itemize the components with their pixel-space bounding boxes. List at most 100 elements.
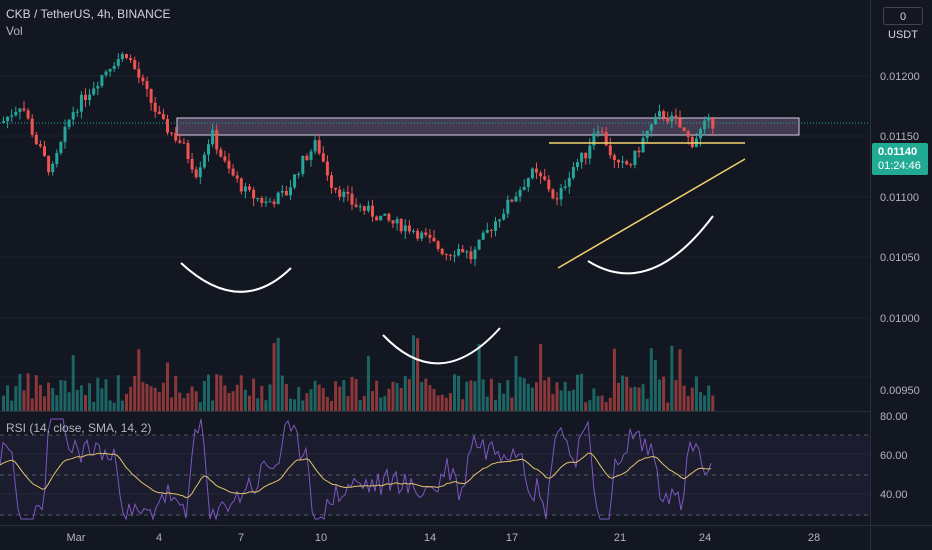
candle-body (243, 186, 247, 192)
candle-body (711, 117, 715, 129)
candle-body (194, 169, 198, 178)
price-tick: 0.00950 (880, 385, 920, 397)
volume-bar (481, 379, 485, 411)
volume-bar (494, 400, 497, 411)
candle-body (530, 168, 534, 179)
volume-bar (358, 400, 362, 411)
volume-bar (387, 388, 391, 411)
candle-body (51, 163, 55, 173)
candle-body (71, 112, 75, 120)
volume-bar (145, 383, 149, 411)
volume-bar (55, 395, 59, 411)
candle-body (617, 160, 620, 163)
volume-bar (38, 384, 42, 411)
volume-label[interactable]: Vol (6, 24, 23, 38)
volume-bar (608, 397, 612, 411)
volume-bar (157, 391, 161, 411)
volume-bar (166, 362, 169, 411)
volume-bar (280, 375, 284, 411)
volume-bar (260, 385, 264, 411)
volume-bar (674, 379, 678, 411)
volume-bar (457, 375, 461, 411)
volume-bar (420, 381, 424, 411)
volume-bar (325, 396, 329, 411)
currency-button[interactable]: 0 USDT (883, 7, 923, 41)
candle-body (547, 179, 551, 190)
volume-bar (190, 386, 194, 411)
volume-bar (178, 392, 182, 411)
volume-bar (707, 385, 711, 411)
volume-bar (440, 394, 444, 411)
time-tick: 28 (808, 532, 820, 544)
bar-countdown: 01:24:46 (878, 160, 921, 172)
volume-bar (469, 380, 473, 411)
candle-body (383, 213, 387, 216)
candle-body (239, 178, 243, 192)
grid-lines (0, 75, 870, 495)
volume-bar (371, 391, 374, 411)
volume-bar (88, 383, 92, 411)
candle-body (465, 251, 469, 253)
candle-body (658, 111, 661, 117)
candle-body (416, 230, 420, 239)
right-shoulder-curve (587, 215, 714, 275)
volume-bar (334, 381, 338, 411)
candle-body (366, 205, 370, 211)
candle-body (305, 155, 309, 161)
volume-bar (18, 373, 22, 411)
volume-bar (395, 383, 399, 411)
candle-body (567, 177, 571, 187)
left-shoulder-curve (180, 262, 292, 293)
volume-bar (551, 394, 555, 411)
volume-bar (555, 382, 559, 411)
volume-bar (248, 395, 251, 411)
volume-bar (104, 379, 108, 411)
candle-body (539, 172, 543, 177)
volume-bar (268, 384, 272, 411)
symbol-title[interactable]: CKB / TetherUS, 4h, BINANCE (6, 7, 171, 21)
candle-body (604, 132, 608, 146)
rsi-label[interactable]: RSI (14, close, SMA, 14, 2) (6, 421, 152, 435)
volume-bar (485, 396, 489, 411)
volume-bar (444, 397, 448, 411)
volume-bar (301, 400, 305, 411)
candle-body (149, 89, 153, 103)
candle-body (358, 206, 362, 208)
volume-bar (412, 335, 415, 411)
candle-body (264, 201, 268, 203)
volume-bar (448, 393, 452, 411)
volume-bar (223, 385, 227, 411)
candle-body (649, 124, 653, 131)
candle-body (198, 167, 202, 178)
candle-body (625, 161, 629, 165)
candle-body (350, 193, 354, 205)
volume-bar (653, 359, 657, 411)
candle-body (309, 151, 313, 161)
candle-body (313, 140, 317, 152)
rsi-tick: 80.00 (880, 411, 908, 423)
volume-bar (690, 387, 694, 411)
volume-bar (379, 397, 383, 411)
drawing-annotations[interactable] (180, 142, 746, 365)
volume-bar (592, 388, 596, 411)
price-tick: 0.01000 (880, 313, 920, 325)
volume-bar (202, 381, 206, 411)
candle-body (592, 133, 596, 146)
current-price-label: 0.01140 01:24:46 (872, 143, 928, 175)
time-tick: Mar (67, 532, 86, 544)
volume-bar (243, 389, 247, 411)
candle-body (129, 58, 133, 60)
volume-bar (621, 375, 625, 411)
candle-body (576, 162, 579, 168)
candle-body (104, 71, 108, 76)
volume-bar (342, 380, 346, 411)
candle-body (133, 59, 137, 70)
volume-bar (194, 391, 198, 411)
volume-bar (617, 382, 620, 411)
volume-bar (543, 380, 547, 411)
candle-body (26, 110, 30, 119)
candle-body (469, 251, 473, 260)
candle-body (289, 187, 292, 196)
